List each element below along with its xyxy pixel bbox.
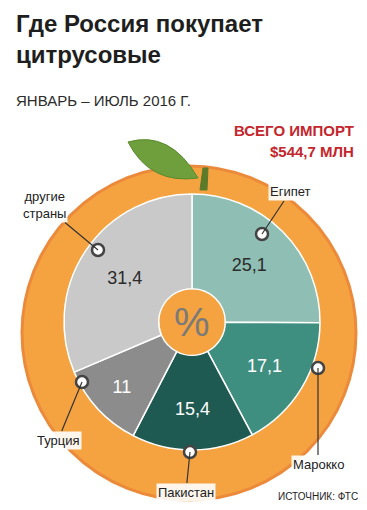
svg-text:Египет: Египет [270, 184, 311, 199]
svg-text:31,4: 31,4 [107, 268, 142, 288]
svg-text:%: % [174, 300, 210, 344]
svg-text:Марокко: Марокко [293, 457, 344, 472]
svg-text:15,4: 15,4 [175, 399, 210, 419]
svg-text:ЯНВАРЬ – ИЮЛЬ 2016 Г.: ЯНВАРЬ – ИЮЛЬ 2016 Г. [16, 92, 191, 109]
svg-text:ВСЕГО ИМПОРТ: ВСЕГО ИМПОРТ [234, 122, 354, 139]
svg-text:другиестраны: другиестраны [23, 189, 66, 221]
svg-text:25,1: 25,1 [232, 255, 267, 275]
svg-text:Пакистан: Пакистан [158, 485, 214, 500]
svg-text:Турция: Турция [37, 433, 80, 448]
svg-text:$544,7 МЛН: $544,7 МЛН [270, 143, 354, 160]
svg-text:11: 11 [113, 377, 132, 397]
svg-text:17,1: 17,1 [247, 356, 282, 376]
svg-text:Где Россия покупаетцитрусовые: Где Россия покупаетцитрусовые [16, 10, 263, 68]
svg-text:ИСТОЧНИК: ФТС: ИСТОЧНИК: ФТС [278, 491, 358, 502]
